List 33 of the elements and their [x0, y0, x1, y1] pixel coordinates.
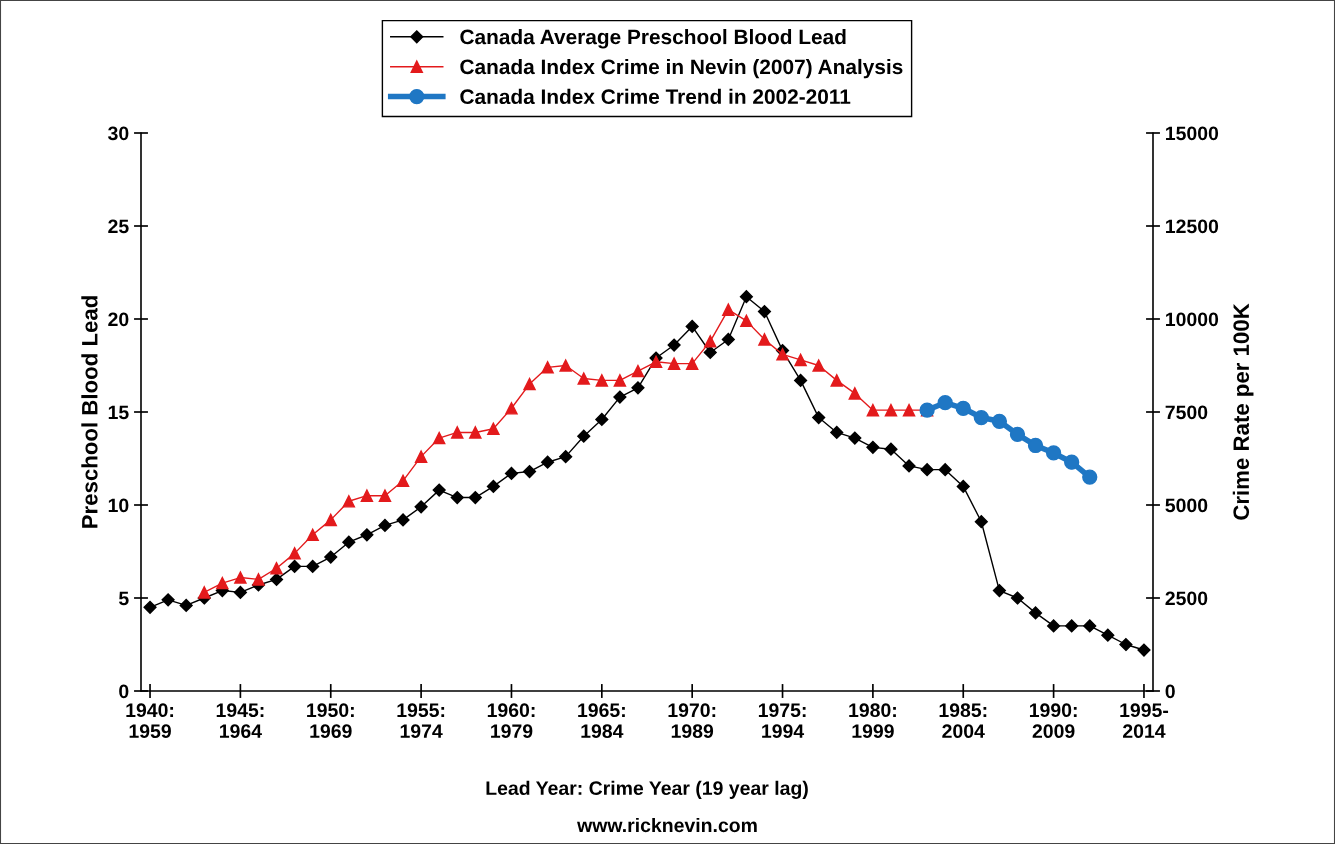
y-axis-title: Preschool Blood Lead	[81, 296, 98, 528]
y-tick-label: 20	[108, 312, 129, 327]
y-tick-label: 10	[108, 498, 129, 513]
x-tick-label: 1985: 2004	[939, 703, 987, 739]
y2-tick-label: 0	[1165, 684, 1175, 699]
text: www.ricknevin.com	[577, 817, 757, 833]
x-tick-label: 1975: 1994	[758, 703, 806, 739]
legend-label: Canada Index Crime in Nevin (2007) Analysis	[460, 58, 903, 79]
x-tick-label: 1965: 1984	[578, 703, 625, 739]
x-tick-label: 1945: 1964	[216, 703, 264, 739]
y-tick-label: 5	[118, 591, 129, 606]
y-tick-label: 0	[119, 684, 129, 699]
y2-tick-label: 10000	[1166, 312, 1219, 327]
x-tick-label: 1990: 2009	[1029, 703, 1077, 739]
x-tick-label: 1960: 1979	[487, 703, 535, 739]
x-axis-title: Lead Year: Crime Year (19 year lag)	[486, 780, 808, 799]
x-tick-label: 1970: 1989	[668, 703, 716, 739]
y-tick-label: 25	[108, 219, 129, 234]
y2-tick-label: 5000	[1165, 498, 1208, 513]
x-tick-label: 1980: 1999	[849, 703, 896, 739]
x-tick-label: 1995- 2014	[1120, 703, 1169, 739]
x-tick-label: 1950: 1969	[307, 703, 354, 739]
legend-label: Canada Average Preschool Blood Lead	[460, 28, 846, 49]
y-tick-label: 15	[108, 405, 129, 420]
y-tick-label: 30	[108, 126, 129, 141]
y2-tick-label: 2500	[1165, 591, 1208, 606]
legend-label: Canada Index Crime Trend in 2002-2011	[460, 88, 851, 105]
x-tick-label: 1940: 1959	[126, 703, 174, 739]
y2-tick-label: 12500	[1166, 219, 1219, 234]
y2-axis-title: Crime Rate per 100K	[1232, 303, 1254, 520]
y2-tick-label: 7500	[1165, 405, 1208, 420]
x-tick-label: 1955: 1974	[397, 703, 445, 739]
y2-tick-label: 15000	[1166, 126, 1219, 141]
